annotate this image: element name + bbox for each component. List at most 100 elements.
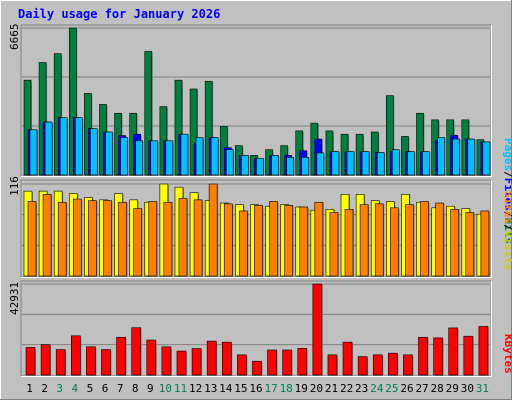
bar-pages: [331, 151, 340, 176]
legend-sep-3: /: [502, 224, 512, 231]
bar-pages: [90, 128, 99, 176]
panel-visits-bars: [23, 183, 490, 277]
bar-pages: [225, 149, 235, 176]
bar-pages: [467, 138, 476, 176]
bar-kbytes: [237, 354, 248, 376]
bar-pages: [452, 138, 461, 176]
x-tick-label: 25: [385, 382, 398, 395]
bar-sites: [163, 201, 173, 277]
x-tick-label: 28: [431, 382, 444, 395]
bar-sites: [239, 210, 249, 277]
bar-sites: [329, 212, 339, 277]
x-tick-label: 24: [370, 382, 384, 395]
legend-files: Files: [502, 178, 512, 211]
bar-kbytes: [206, 340, 218, 376]
bar-pages: [346, 151, 356, 176]
bar-sites: [27, 201, 37, 277]
x-tick-label: 31: [476, 382, 489, 395]
bar-kbytes: [297, 347, 308, 376]
bar-kbytes: [146, 339, 157, 376]
bar-sites: [269, 201, 279, 277]
x-tick-label: 14: [219, 382, 233, 395]
x-tick-label: 17: [264, 382, 277, 395]
legend-sites: Sites: [502, 191, 512, 224]
bar-sites: [450, 209, 460, 277]
bar-hits: [38, 62, 48, 177]
legend-hits: Hits: [502, 218, 512, 245]
bar-kbytes: [101, 349, 112, 376]
x-tick-label: 11: [174, 382, 187, 395]
bar-pages: [422, 151, 431, 176]
bar-kbytes: [191, 348, 203, 376]
panel-hits-bars: [23, 27, 491, 177]
bar-sites: [359, 204, 370, 277]
bar-kbytes: [312, 283, 323, 376]
bar-kbytes: [161, 346, 172, 376]
x-tick-label: 18: [280, 382, 293, 395]
bar-pages: [44, 121, 54, 176]
bar-sites: [254, 205, 264, 277]
bar-sites: [435, 202, 445, 277]
x-axis-day-labels: 1 2 3 4 5 6 7 8 9 10 11 12 13 14 15 16 17 18 19 20 21 22 23 24 2…: [26, 382, 489, 395]
x-tick-label: 21: [325, 382, 338, 395]
bar-sites: [72, 198, 83, 277]
bar-kbytes: [388, 352, 399, 376]
x-tick-label: 19: [295, 382, 308, 395]
bar-pages: [180, 133, 189, 176]
bar-hits: [23, 79, 32, 176]
bar-pages: [135, 140, 144, 176]
bar-sites: [42, 194, 53, 277]
legend-pages: Pages: [502, 138, 512, 171]
bar-hits: [68, 27, 78, 176]
bar-kbytes: [55, 349, 67, 376]
bar-sites: [299, 206, 309, 277]
bar-sites: [178, 197, 188, 277]
panel-kbytes-bars: [25, 283, 489, 376]
bar-kbytes: [282, 349, 293, 376]
x-tick-label: 29: [446, 382, 459, 395]
panel-visits-sites: [20, 179, 492, 278]
y-max-label-kbytes: 42931: [8, 282, 21, 315]
bar-kbytes: [131, 327, 142, 376]
bar-sites: [118, 201, 128, 277]
bar-hits: [204, 80, 214, 176]
bar-sites: [103, 200, 113, 277]
x-tick-label: 3: [56, 382, 63, 395]
bar-pages: [195, 137, 205, 176]
panel-kbytes-grid: [22, 283, 490, 346]
x-tick-label: 10: [159, 382, 172, 395]
bar-hits: [189, 88, 199, 176]
bar-pages: [256, 158, 265, 176]
panel-kbytes: [20, 280, 492, 377]
bar-sites: [314, 201, 324, 277]
bar-kbytes: [116, 336, 127, 376]
bar-pages: [407, 151, 416, 176]
bar-sites: [193, 199, 204, 277]
bar-pages: [29, 129, 38, 176]
bar-pages: [271, 155, 280, 176]
bar-sites: [88, 200, 98, 277]
bar-pages: [482, 141, 491, 176]
bar-sites: [344, 209, 355, 277]
bar-pages: [316, 152, 325, 176]
bar-pages: [165, 140, 174, 176]
bar-kbytes: [403, 354, 414, 376]
y-max-label-hits: 6665: [8, 24, 21, 51]
bar-pages: [361, 151, 371, 176]
bar-pages: [74, 117, 84, 176]
bar-kbytes: [221, 341, 233, 376]
bar-kbytes: [357, 356, 369, 376]
x-tick-label: 23: [355, 382, 368, 395]
x-tick-label: 26: [400, 382, 413, 395]
bar-hits: [174, 79, 183, 176]
bar-hits: [144, 51, 153, 176]
y-max-label-visits: 116: [8, 176, 21, 196]
bar-kbytes: [40, 344, 52, 376]
x-tick-label: 16: [249, 382, 262, 395]
bar-kbytes: [70, 335, 82, 376]
bar-pages: [437, 137, 446, 176]
legend-hits-files-pages: Pages/Files/Hits: [502, 138, 512, 244]
x-tick-label: 5: [87, 382, 94, 395]
